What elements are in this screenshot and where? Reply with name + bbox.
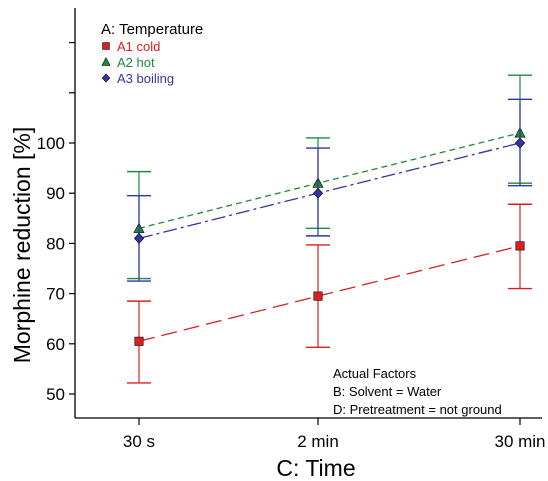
x-ticks: 30 s 2 min 30 min <box>123 418 546 451</box>
legend-label: A3 boiling <box>117 71 174 86</box>
legend-marker <box>102 42 110 50</box>
y-tick-label: 50 <box>46 385 65 404</box>
data-point <box>133 232 145 244</box>
legend-label: A1 cold <box>117 39 160 54</box>
series-2 <box>127 74 532 280</box>
series-3 <box>127 98 532 282</box>
data-point <box>514 137 526 149</box>
y-tick-label: 90 <box>46 184 65 203</box>
legend-title: A: Temperature <box>101 21 203 38</box>
series-layer <box>127 74 532 384</box>
x-axis-title: C: Time <box>276 455 355 481</box>
y-tick-label: 100 <box>37 134 65 153</box>
series-line <box>138 142 521 240</box>
y-ticks: 50 60 70 80 90 100 <box>37 41 75 404</box>
y-tick-label: 60 <box>46 335 65 354</box>
series-line <box>138 132 521 229</box>
actual-factor-pretreatment: D: Pretreatment = not ground <box>333 402 502 417</box>
data-point <box>313 291 323 301</box>
x-tick-label: 30 s <box>123 432 155 451</box>
y-tick-label: 80 <box>46 234 65 253</box>
actual-factors-annotation: Actual Factors B: Solvent = Water D: Pre… <box>333 366 502 417</box>
x-tick-label: 2 min <box>297 432 339 451</box>
y-tick-label: 70 <box>46 285 65 304</box>
legend-label: A2 hot <box>117 55 155 70</box>
legend-marker <box>101 73 111 83</box>
y-axis-title: Morphine reduction [%] <box>9 127 35 364</box>
data-point <box>515 241 525 251</box>
x-tick-label: 30 min <box>494 432 545 451</box>
actual-factors-title: Actual Factors <box>333 366 417 381</box>
data-point <box>134 336 144 346</box>
series-1 <box>127 203 532 384</box>
data-point <box>312 187 324 199</box>
legend-marker <box>101 57 111 66</box>
series-line <box>138 245 521 342</box>
actual-factor-solvent: B: Solvent = Water <box>333 384 442 399</box>
